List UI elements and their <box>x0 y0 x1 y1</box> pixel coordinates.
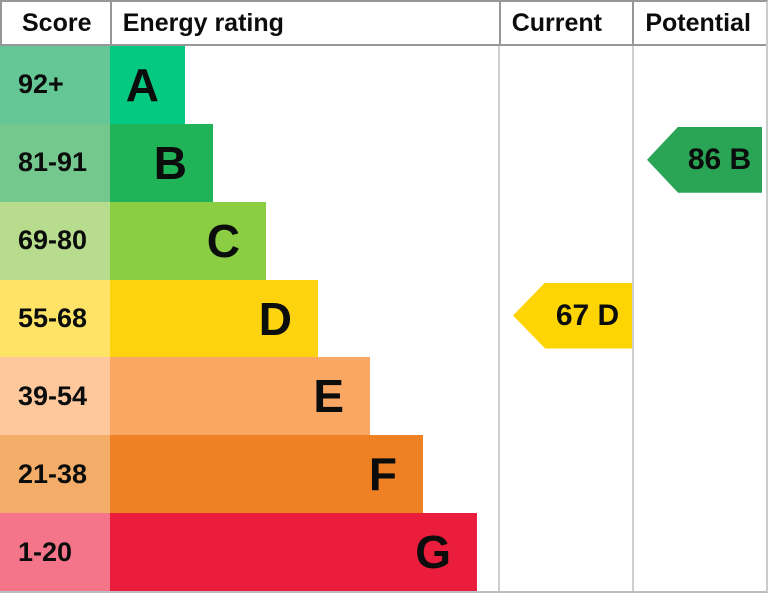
score-range-a: 92+ <box>0 46 110 124</box>
rating-row-c: 69-80 C <box>0 201 766 280</box>
rating-bar-a: A <box>110 46 185 124</box>
rating-rows: 92+ A 81-91 B 69-80 C 55-68 D 39-54 E 21-38 F 1-20 G <box>0 46 766 591</box>
current-rating-label: 67 D <box>555 298 620 332</box>
rating-bar-b: B <box>110 123 213 202</box>
rating-row-d: 55-68 D <box>0 279 766 358</box>
header-current: Current <box>498 2 633 44</box>
score-range-d: 55-68 <box>0 279 110 358</box>
header-score: Score <box>22 8 92 37</box>
score-range-c: 69-80 <box>0 201 110 280</box>
header-potential: Potential <box>632 2 766 44</box>
rating-bar-c: C <box>110 201 266 280</box>
rating-row-f: 21-38 F <box>0 435 766 514</box>
header-energy-rating: Energy rating <box>109 2 499 44</box>
score-range-b: 81-91 <box>0 123 110 202</box>
potential-rating-label: 86 B <box>687 142 752 176</box>
rating-bar-d: D <box>110 279 318 358</box>
rating-bar-f: F <box>110 435 423 514</box>
current-column-divider <box>498 46 500 591</box>
rating-row-e: 39-54 E <box>0 357 766 436</box>
rating-bar-g: G <box>110 513 477 591</box>
chart-body: 92+ A 81-91 B 69-80 C 55-68 D 39-54 E 21-38 F 1-20 G … <box>0 46 766 591</box>
rating-bar-e: E <box>110 357 370 436</box>
score-range-f: 21-38 <box>0 435 110 514</box>
rating-row-a: 92+ A <box>0 46 766 124</box>
score-range-e: 39-54 <box>0 357 110 436</box>
chart-header: Score Energy rating Current Potential <box>0 2 766 46</box>
rating-row-b: 81-91 B <box>0 123 766 202</box>
rating-row-g: 1-20 G <box>0 513 766 591</box>
score-range-g: 1-20 <box>0 513 110 591</box>
potential-column-divider <box>632 46 634 591</box>
